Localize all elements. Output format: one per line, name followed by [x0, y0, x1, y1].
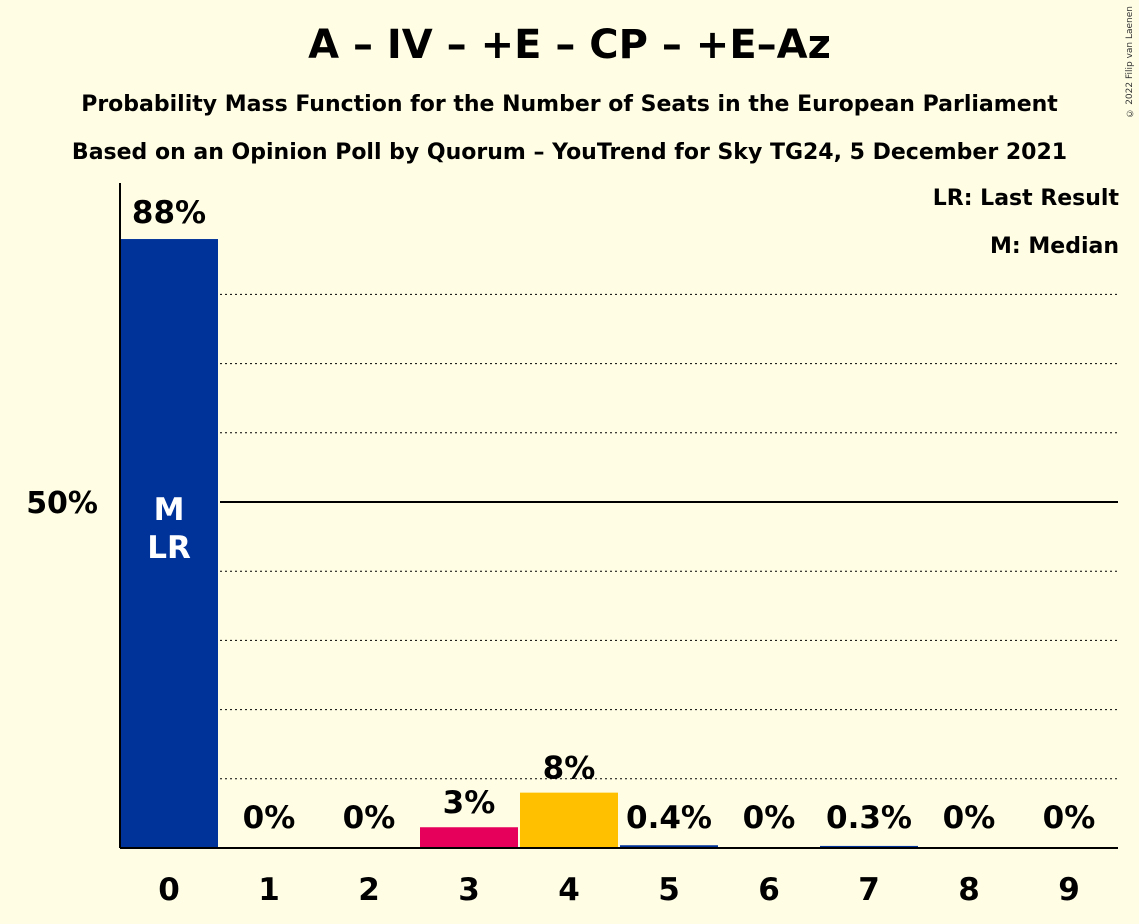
data-label: 0% — [743, 800, 796, 836]
bar — [520, 792, 618, 848]
data-label: 0% — [243, 800, 296, 836]
x-tick-label: 6 — [758, 872, 780, 908]
x-tick-label: 0 — [158, 872, 180, 908]
x-tick-label: 4 — [558, 872, 580, 908]
bar-marker: LR — [147, 530, 191, 566]
x-tick-label: 1 — [258, 872, 280, 908]
x-tick-label: 2 — [358, 872, 380, 908]
data-label: 3% — [443, 785, 496, 821]
x-tick-label: 9 — [1058, 872, 1080, 908]
x-tick-label: 8 — [958, 872, 980, 908]
data-label: 0.4% — [626, 800, 712, 836]
data-label: 0% — [1043, 800, 1096, 836]
chart-title: A – IV – +E – CP – +E–Az — [308, 22, 831, 68]
x-tick-label: 5 — [658, 872, 680, 908]
legend-median: M: Median — [990, 234, 1119, 259]
data-label: 0% — [343, 800, 396, 836]
data-label: 88% — [132, 195, 206, 231]
chart-subtitle: Probability Mass Function for the Number… — [81, 92, 1058, 117]
legend-last-result: LR: Last Result — [932, 186, 1119, 211]
data-label: 0.3% — [826, 800, 912, 836]
chart-source: Based on an Opinion Poll by Quorum – You… — [71, 140, 1068, 165]
x-tick-label: 3 — [458, 872, 480, 908]
bar — [820, 845, 918, 848]
y-tick-label: 50% — [26, 486, 98, 521]
x-tick-label: 7 — [858, 872, 880, 908]
data-label: 8% — [543, 751, 596, 787]
bar — [120, 239, 218, 849]
bar — [420, 827, 518, 848]
data-label: 0% — [943, 800, 996, 836]
bar — [620, 845, 718, 848]
bar-marker: M — [154, 492, 185, 528]
